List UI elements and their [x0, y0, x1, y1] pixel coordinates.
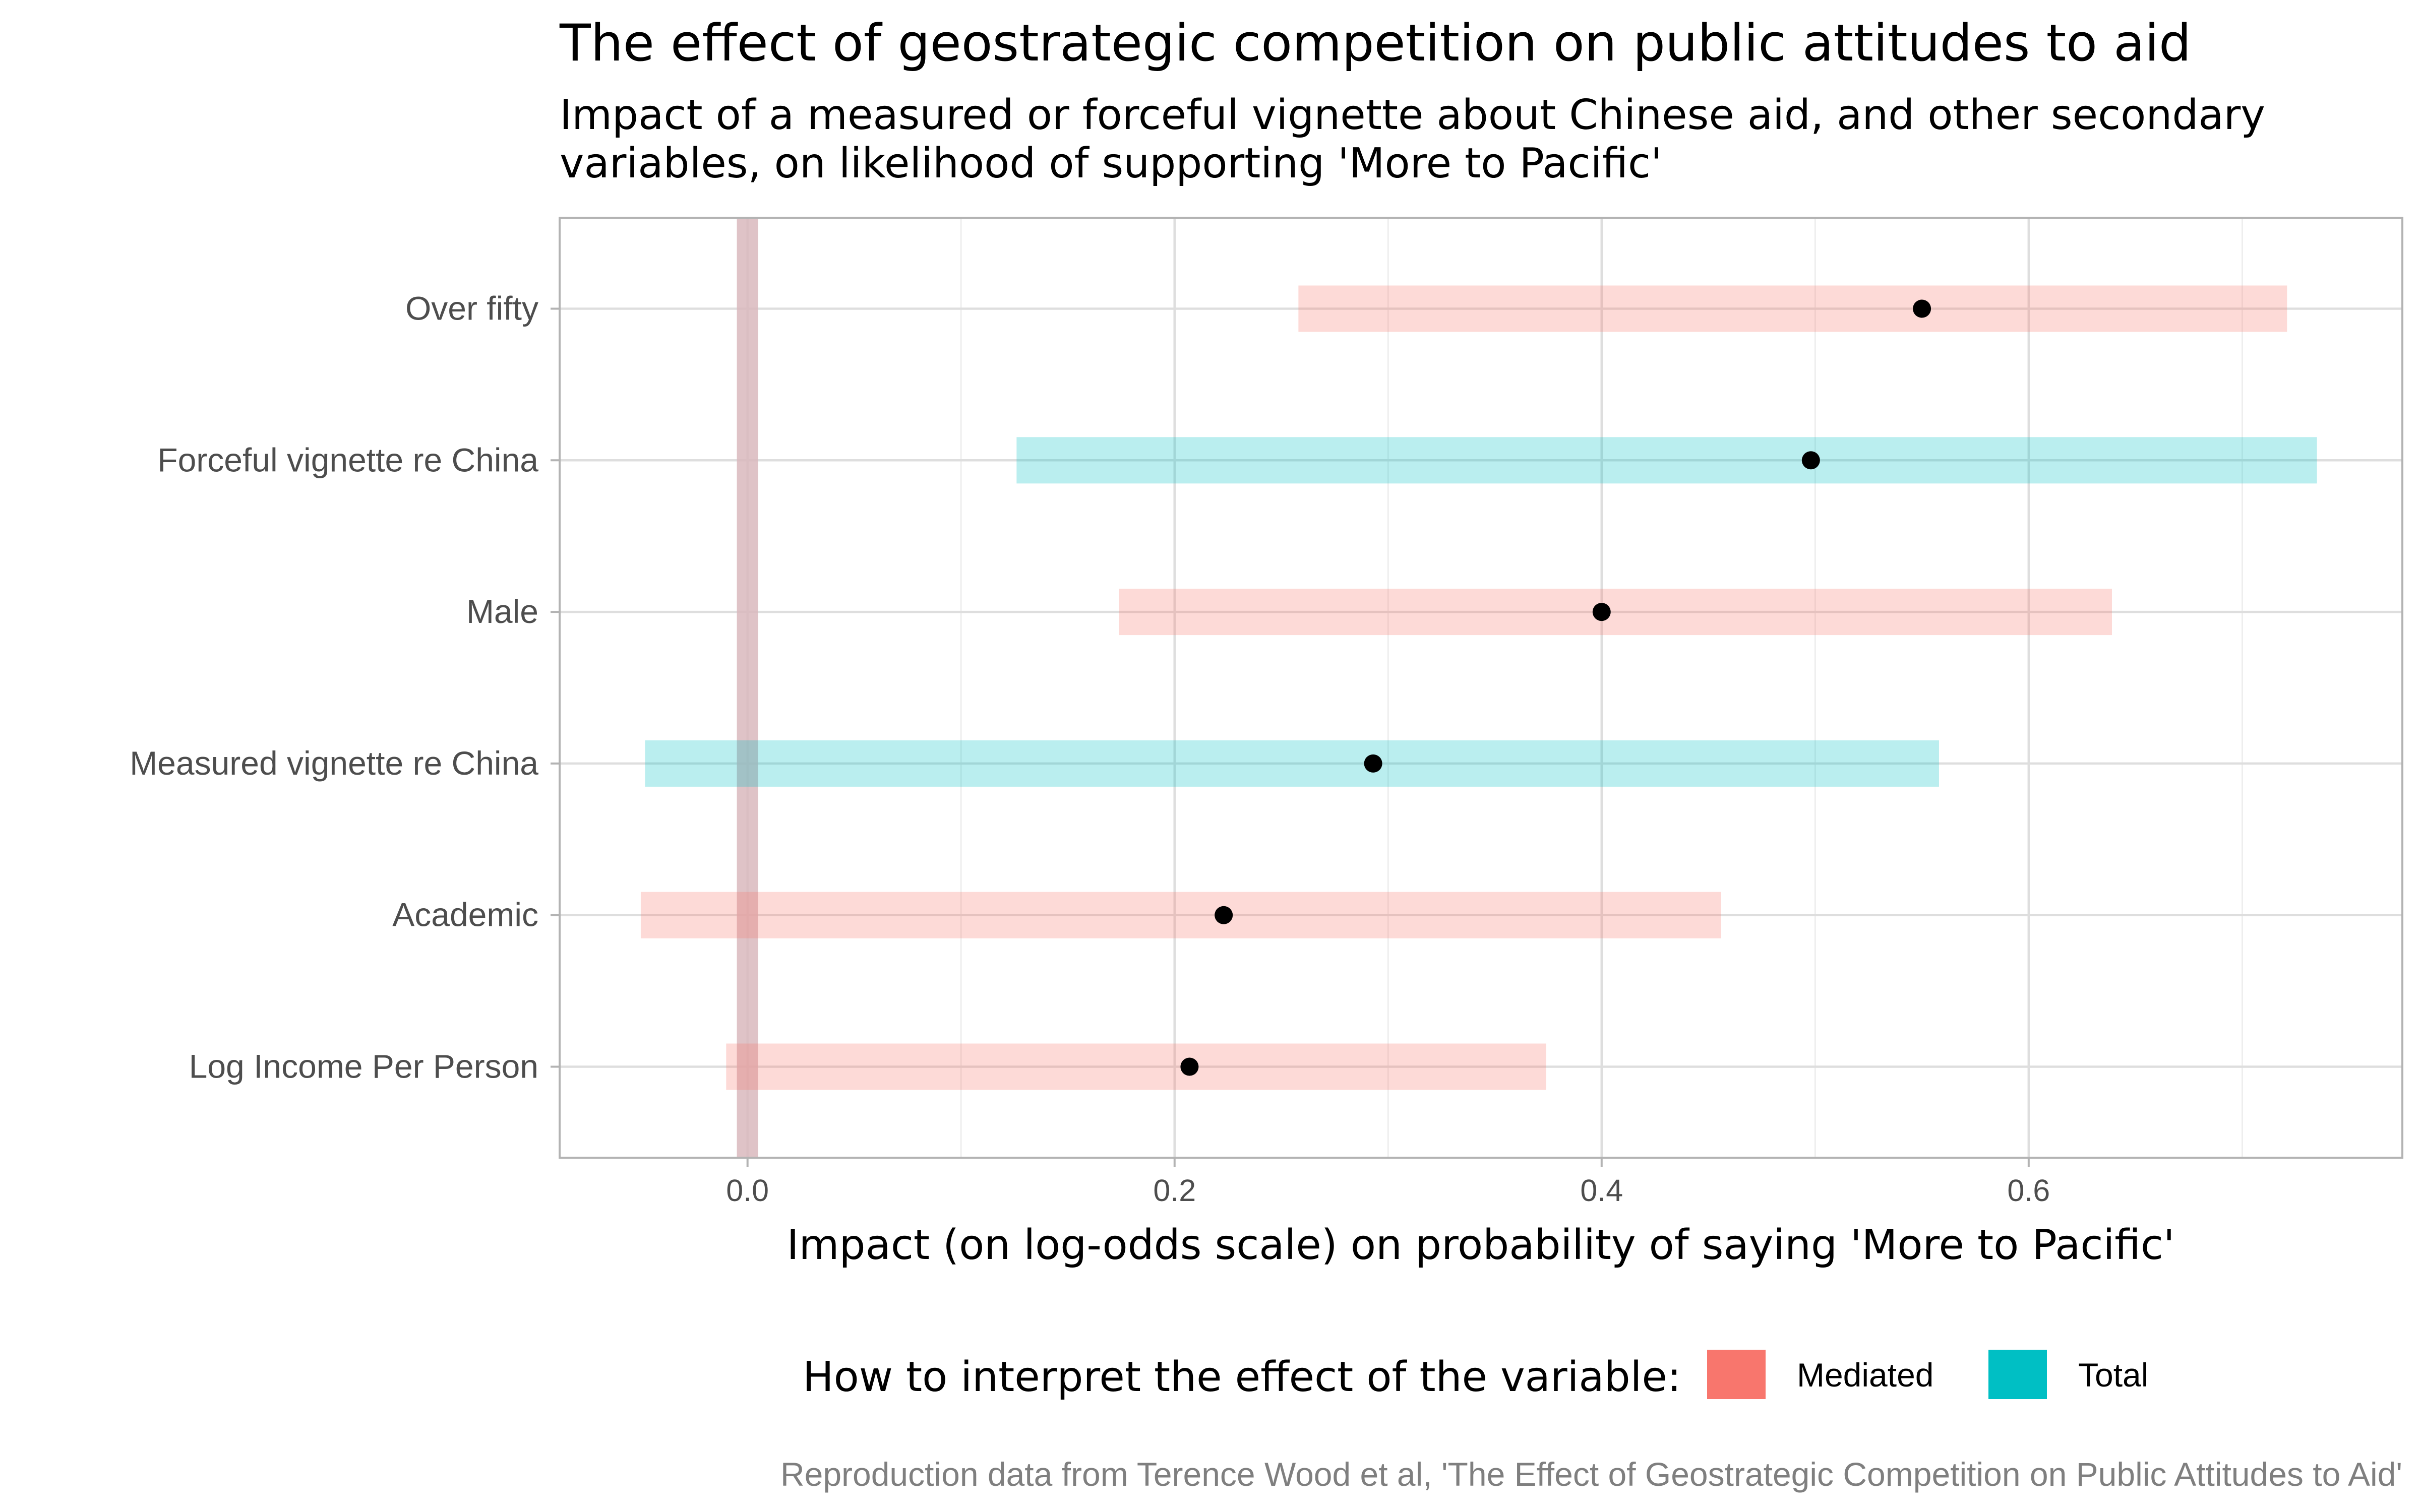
- x-tick-label: 0.4: [1580, 1173, 1623, 1208]
- major-gridlines: [560, 218, 2402, 1158]
- legend: How to interpret the effect of the varia…: [803, 1350, 2148, 1401]
- chart-subtitle-line-1: Impact of a measured or forceful vignett…: [560, 91, 2265, 139]
- y-tick-label: Academic: [392, 896, 538, 933]
- x-tick-label: 0.6: [2007, 1173, 2050, 1208]
- x-axis-label: Impact (on log-odds scale) on probabilit…: [786, 1221, 2174, 1269]
- interval-bar: [1298, 285, 2287, 332]
- estimate-point: [1215, 906, 1233, 924]
- x-axis: 0.0 0.2 0.4 0.6: [726, 1158, 2050, 1208]
- y-tick-label: Male: [466, 593, 538, 630]
- interval-bar: [1119, 589, 2112, 636]
- plot-panel: [559, 217, 2403, 1159]
- estimate-point: [1801, 451, 1820, 470]
- chart-caption: Reproduction data from Terence Wood et a…: [780, 1456, 2402, 1493]
- estimate-point: [1364, 754, 1382, 773]
- interval-bar: [726, 1043, 1546, 1090]
- legend-key: [1707, 1350, 1766, 1399]
- x-tick-label: 0.0: [726, 1173, 769, 1208]
- legend-key: [1988, 1350, 2047, 1399]
- estimate-point: [1592, 603, 1611, 621]
- minor-gridlines: [960, 218, 2243, 1158]
- panel-background: [560, 218, 2402, 1158]
- legend-label: Mediated: [1797, 1356, 1934, 1394]
- y-tick-label: Over fifty: [405, 289, 538, 327]
- zero-reference-band: [737, 218, 758, 1158]
- interval-bar: [640, 892, 1721, 938]
- legend-title: How to interpret the effect of the varia…: [803, 1353, 1681, 1401]
- chart-subtitle-line-2: variables, on likelihood of supporting '…: [560, 140, 1662, 187]
- y-axis: Over fifty Forceful vignette re China Male…: [130, 289, 560, 1085]
- interval-bars: [640, 285, 2317, 1090]
- estimate-points: [1180, 299, 1931, 1076]
- estimate-point: [1913, 299, 1931, 318]
- y-tick-label: Measured vignette re China: [130, 744, 538, 782]
- legend-items: Mediated Total: [1707, 1350, 2148, 1399]
- interval-bar: [645, 740, 1939, 787]
- x-tick-label: 0.2: [1153, 1173, 1196, 1208]
- panel-border: [559, 217, 2403, 1159]
- interval-bar: [1016, 437, 2317, 484]
- chart-title: The effect of geostrategic competition o…: [559, 13, 2191, 73]
- legend-label: Total: [2078, 1356, 2148, 1394]
- y-tick-label: Forceful vignette re China: [157, 441, 538, 478]
- estimate-point: [1180, 1057, 1199, 1076]
- y-tick-label: Log Income Per Person: [189, 1048, 538, 1085]
